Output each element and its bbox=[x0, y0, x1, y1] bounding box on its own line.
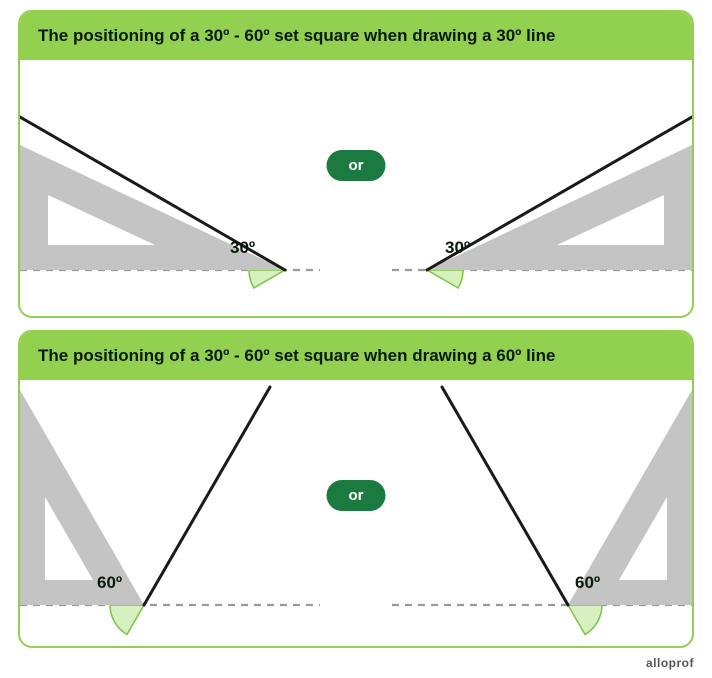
panel-60deg-svg bbox=[20, 380, 692, 648]
panel-30deg-header: The positioning of a 30º - 60º set squar… bbox=[20, 12, 692, 60]
panel-30deg: The positioning of a 30º - 60º set squar… bbox=[18, 10, 694, 318]
panel-30deg-body: or 30º 30º bbox=[20, 60, 692, 318]
or-pill-2: or bbox=[327, 480, 386, 511]
watermark: alloprof bbox=[646, 656, 694, 670]
angle-label-30-left: 30º bbox=[230, 238, 255, 258]
angle-label-60-left: 60º bbox=[97, 573, 122, 593]
panel-60deg-body: or 60º 60º bbox=[20, 380, 692, 648]
angle-label-30-right: 30º bbox=[445, 238, 470, 258]
panel-60deg-header: The positioning of a 30º - 60º set squar… bbox=[20, 332, 692, 380]
panel-30deg-svg bbox=[20, 60, 692, 318]
or-pill-1: or bbox=[327, 150, 386, 181]
angle-label-60-right: 60º bbox=[575, 573, 600, 593]
panel-60deg: The positioning of a 30º - 60º set squar… bbox=[18, 330, 694, 648]
